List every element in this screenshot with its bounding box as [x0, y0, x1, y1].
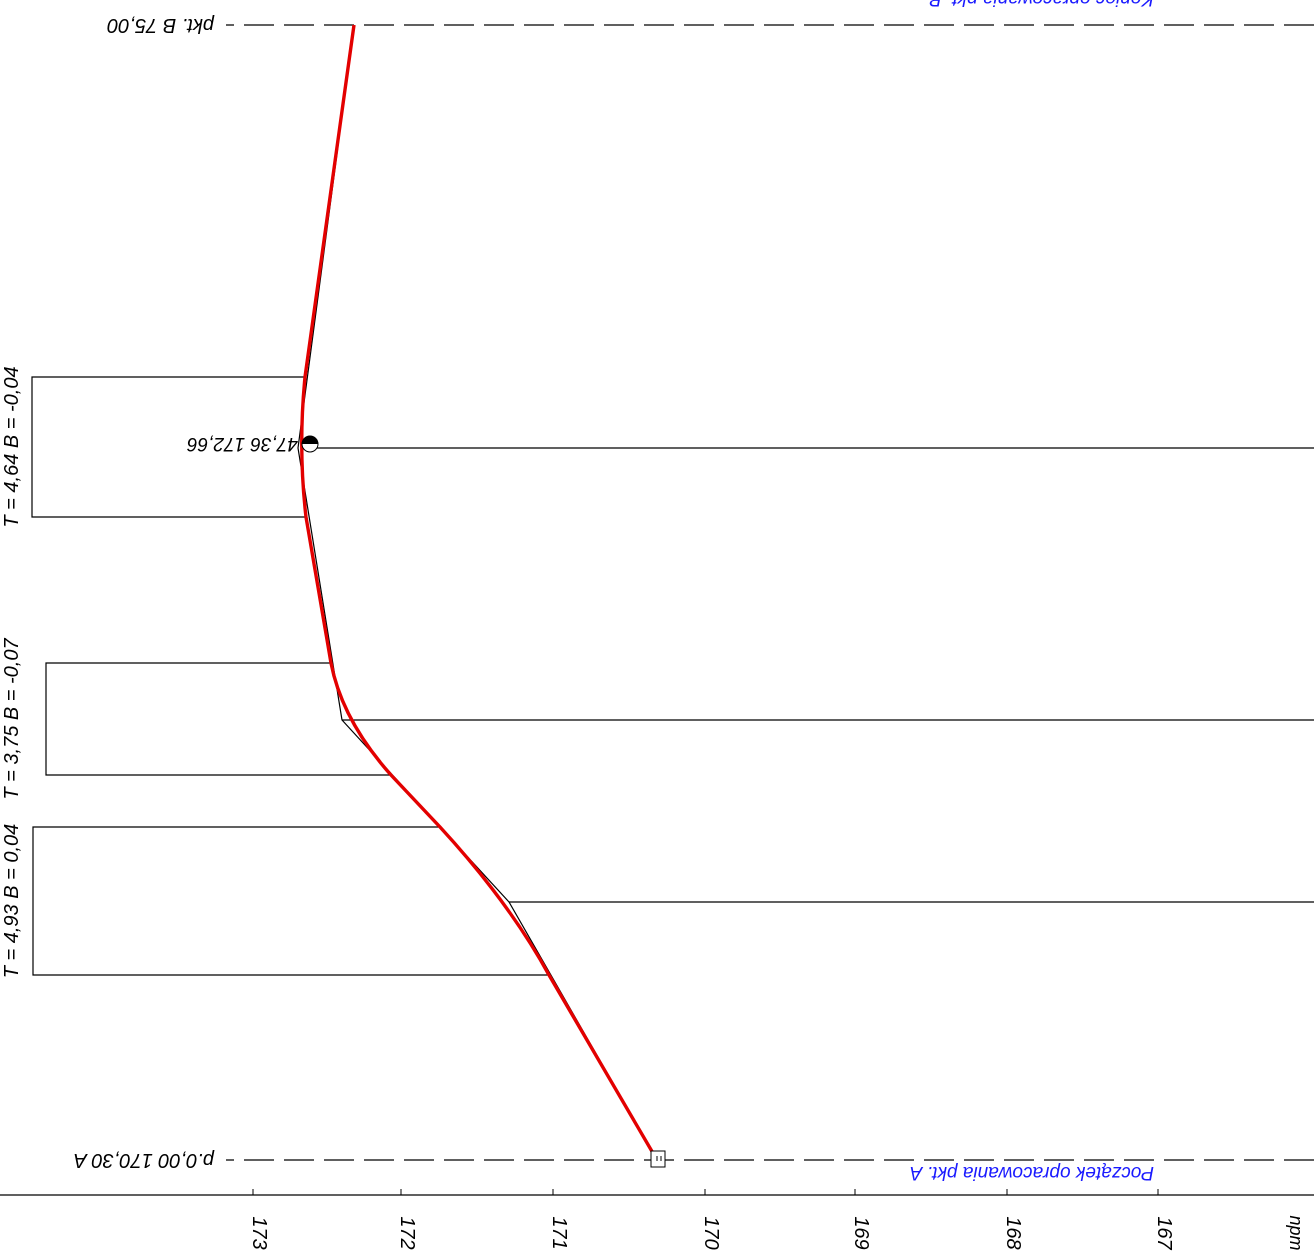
- curve-label-1: T = 4,93 B = 0,04: [1, 824, 23, 979]
- start-description: Początek opracowania pkt. A: [910, 1162, 1154, 1183]
- tick-label-169: 169: [850, 1216, 872, 1249]
- curve-box-1: [32, 826, 549, 976]
- axis-unit-label: npm: [1286, 1215, 1306, 1250]
- end-point-label: pkt. B 75,00: [107, 14, 215, 36]
- pvi-lines: [314, 447, 1314, 903]
- start-marker: [650, 1150, 666, 1168]
- axis-ticks: [252, 1189, 1159, 1195]
- curve-label-2: T = 3,75 B = -0,07: [1, 638, 23, 800]
- tick-label-170: 170: [700, 1216, 722, 1249]
- curve-box-3: [31, 376, 306, 518]
- tick-label-168: 168: [1002, 1216, 1024, 1249]
- end-description: Koniec opracowania pkt. B: [929, 0, 1154, 9]
- tangent-line: [297, 24, 658, 1161]
- tick-label-167: 167: [1153, 1216, 1175, 1250]
- curve-boxes: [31, 376, 549, 976]
- tick-label-173: 173: [248, 1216, 270, 1249]
- curve-label-3: T = 4,64 B = -0,04: [1, 366, 23, 527]
- tick-label-172: 172: [396, 1216, 418, 1249]
- peak-label: 47,36 172,66: [187, 433, 298, 454]
- curve-box-2: [45, 662, 391, 776]
- tick-label-171: 171: [548, 1216, 570, 1249]
- start-point-label: p.0,00 170,30 A: [74, 1149, 216, 1171]
- peak-marker: [301, 435, 319, 453]
- grade-line: [300, 24, 659, 1161]
